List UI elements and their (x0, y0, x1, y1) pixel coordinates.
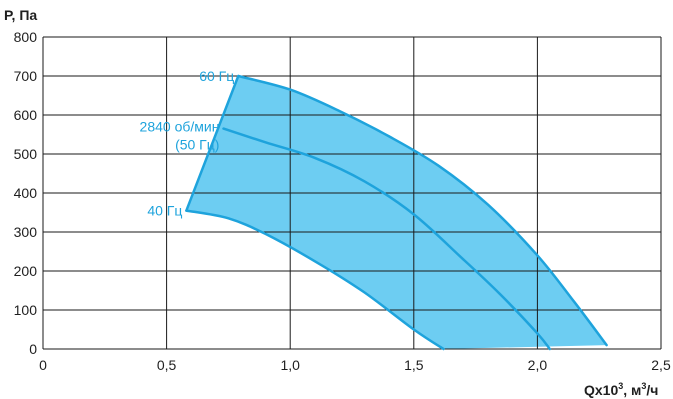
curve-labels: 60 Гц 2840 об/мин (50 Гц) 40 Гц (140, 68, 235, 219)
curve-3 (185, 209, 445, 351)
y-tick-label: 600 (14, 107, 38, 123)
x-tick-label: 0,5 (157, 357, 177, 373)
x-axis-title: Qx103, м3/ч (584, 381, 658, 398)
x-tick-label: 0 (39, 357, 47, 373)
curve-label: 60 Гц (199, 68, 234, 84)
curve-label: 40 Гц (147, 203, 182, 219)
curves (185, 74, 608, 351)
y-tick-label: 400 (14, 185, 38, 201)
x-tick-label: 2,5 (651, 357, 671, 373)
grid (42, 36, 662, 350)
y-axis-title: P, Па (4, 7, 37, 23)
curve-2 (222, 127, 552, 351)
curve-label: (50 Гц) (175, 137, 219, 153)
curve-1 (237, 74, 608, 347)
curve-label: 2840 об/мин (140, 119, 220, 135)
y-tick-label: 500 (14, 146, 38, 162)
y-tick-label: 200 (14, 263, 38, 279)
y-tick-label: 0 (29, 341, 37, 357)
x-tick-label: 1,0 (280, 357, 300, 373)
tick-labels: 0 0,5 1,0 1,5 2,0 2,5 0 100 200 300 400 500 600 700 80… (14, 29, 671, 373)
y-tick-label: 100 (14, 302, 38, 318)
y-tick-label: 300 (14, 224, 38, 240)
y-tick-label: 700 (14, 68, 38, 84)
operating-area-fill (186, 76, 607, 349)
x-tick-label: 2,0 (528, 357, 548, 373)
x-tick-label: 1,5 (404, 357, 424, 373)
operating-area (186, 76, 607, 349)
left-boundary (185, 74, 240, 212)
y-tick-label: 800 (14, 29, 38, 45)
